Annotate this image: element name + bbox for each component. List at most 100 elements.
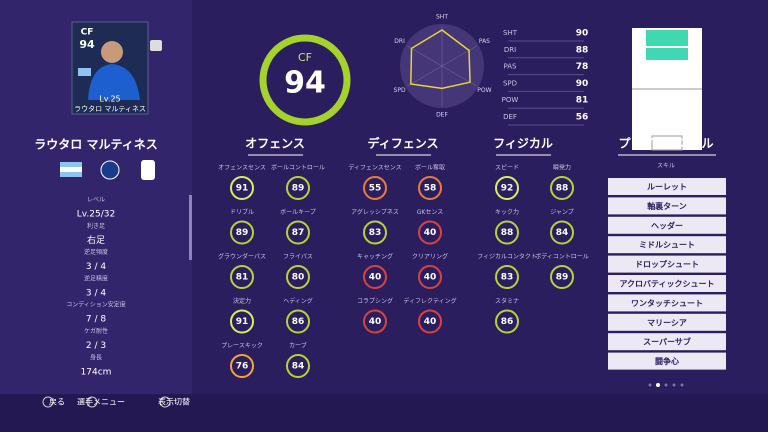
attribute-name: ボディコントロール [535,253,589,261]
attribute-ring [286,309,310,334]
radar-spoke [441,65,477,87]
attribute-value: 89 [292,184,305,194]
info-label: 身長 [90,353,102,361]
skill-box [608,197,726,215]
skill-name: ワンタッチシュート [631,298,703,308]
attribute-ring [230,265,254,289]
info-value: 3 / 4 [86,288,106,298]
overall-value: 94 [284,66,326,101]
info-label: レベル [87,197,105,204]
nation-flag-stripe [60,167,82,172]
stat-value: 90 [576,29,589,39]
overall-position: CF [298,51,312,64]
card-flag [78,68,91,76]
attribute-ring [418,265,442,289]
attribute-ring [286,265,310,289]
attribute-name: ボールキープ [280,208,316,216]
attribute-name: クリアリング [412,253,448,261]
attribute-name: GKセンス [417,209,443,216]
attribute-ring [418,309,442,334]
radar-label: SPD [394,87,406,94]
info-value: 7 / 8 [86,315,106,325]
pitch-zone-highlight [646,30,688,46]
attribute-ring [286,220,310,245]
info-label: 利き足 [87,222,105,230]
overall-ring [259,34,351,126]
attribute-value: 87 [292,228,305,238]
info-label: 逆足精度 [84,274,108,282]
attribute-name: ヘディング [283,297,313,305]
attribute-name: スピード [495,165,519,172]
position-map [632,28,702,151]
skill-name: スーパーサブ [643,337,691,347]
skill-name: ヘッダー [651,220,683,230]
stat-name: DEF [503,113,517,121]
skill-name: ミドルシュート [639,241,695,250]
skill-box [608,333,726,351]
stat-name: SPD [503,79,517,87]
attribute-value: 40 [369,273,382,283]
dot [664,383,668,387]
attribute-name: ドリブル [230,208,254,216]
stat-name: PAS [503,63,517,71]
skill-box [608,255,726,273]
attribute-ring [495,265,519,289]
stat-value: 81 [576,96,589,106]
info-label: コンディション安定度 [66,301,126,309]
attribute-ring [418,176,442,200]
radar-label: POW [477,87,491,94]
skills-title: プレイヤースキル [618,136,713,151]
radar-label: DEF [436,112,448,119]
attribute-value: 81 [236,273,249,283]
skill-name: 軸裏ターン [647,201,687,211]
dot [656,383,660,387]
attribute-ring [495,176,519,200]
attribute-value: 88 [501,228,514,238]
attribute-ring [550,265,574,289]
stat-name: POW [502,96,519,104]
attribute-name: グラウンダーパス [218,253,266,261]
button-icon [159,396,171,408]
attribute-name: コラプシング [357,297,393,305]
skill-name: マリーシア [647,318,687,327]
attribute-value: 91 [236,184,249,194]
radar-spoke [407,65,443,87]
radar-shape [410,29,471,90]
attribute-value: 40 [424,273,437,283]
skill-box [608,236,726,254]
info-label: 逆足頻度 [84,248,108,256]
attribute-value: 86 [292,317,305,327]
pitch-line [651,135,683,151]
pitch-zone-highlight [646,48,688,60]
player-body [88,64,140,100]
attribute-name: 瞬発力 [553,164,571,172]
info-value: Lv.25/32 [77,210,115,220]
attribute-ring [495,220,519,245]
dot [648,383,652,387]
skill-name: アクロバティックシュート [619,279,714,289]
attribute-value: 76 [236,362,249,372]
attribute-name: スタミナ [495,297,519,305]
radar-spoke [407,45,443,67]
info-value: 174cm [81,367,112,377]
stat-value: 88 [576,45,589,55]
button-icon [86,396,98,408]
radar-spoke [441,45,477,67]
attribute-value: 40 [369,317,382,327]
skill-box [608,294,726,312]
attribute-name: キャッチング [357,253,393,261]
button-icon [42,396,54,408]
attribute-ring [363,309,387,334]
attribute-ring [363,220,387,245]
club-badge [100,160,120,180]
player-name: ラウタロ マルティネス [34,138,157,152]
attribute-name: オフェンスセンス [218,165,266,172]
section-title: オフェンス [245,137,305,151]
section-title: ディフェンス [368,136,439,151]
attribute-value: 88 [556,184,569,194]
skill-box [608,352,726,370]
info-value: 右足 [87,234,105,246]
attribute-ring [286,354,310,378]
